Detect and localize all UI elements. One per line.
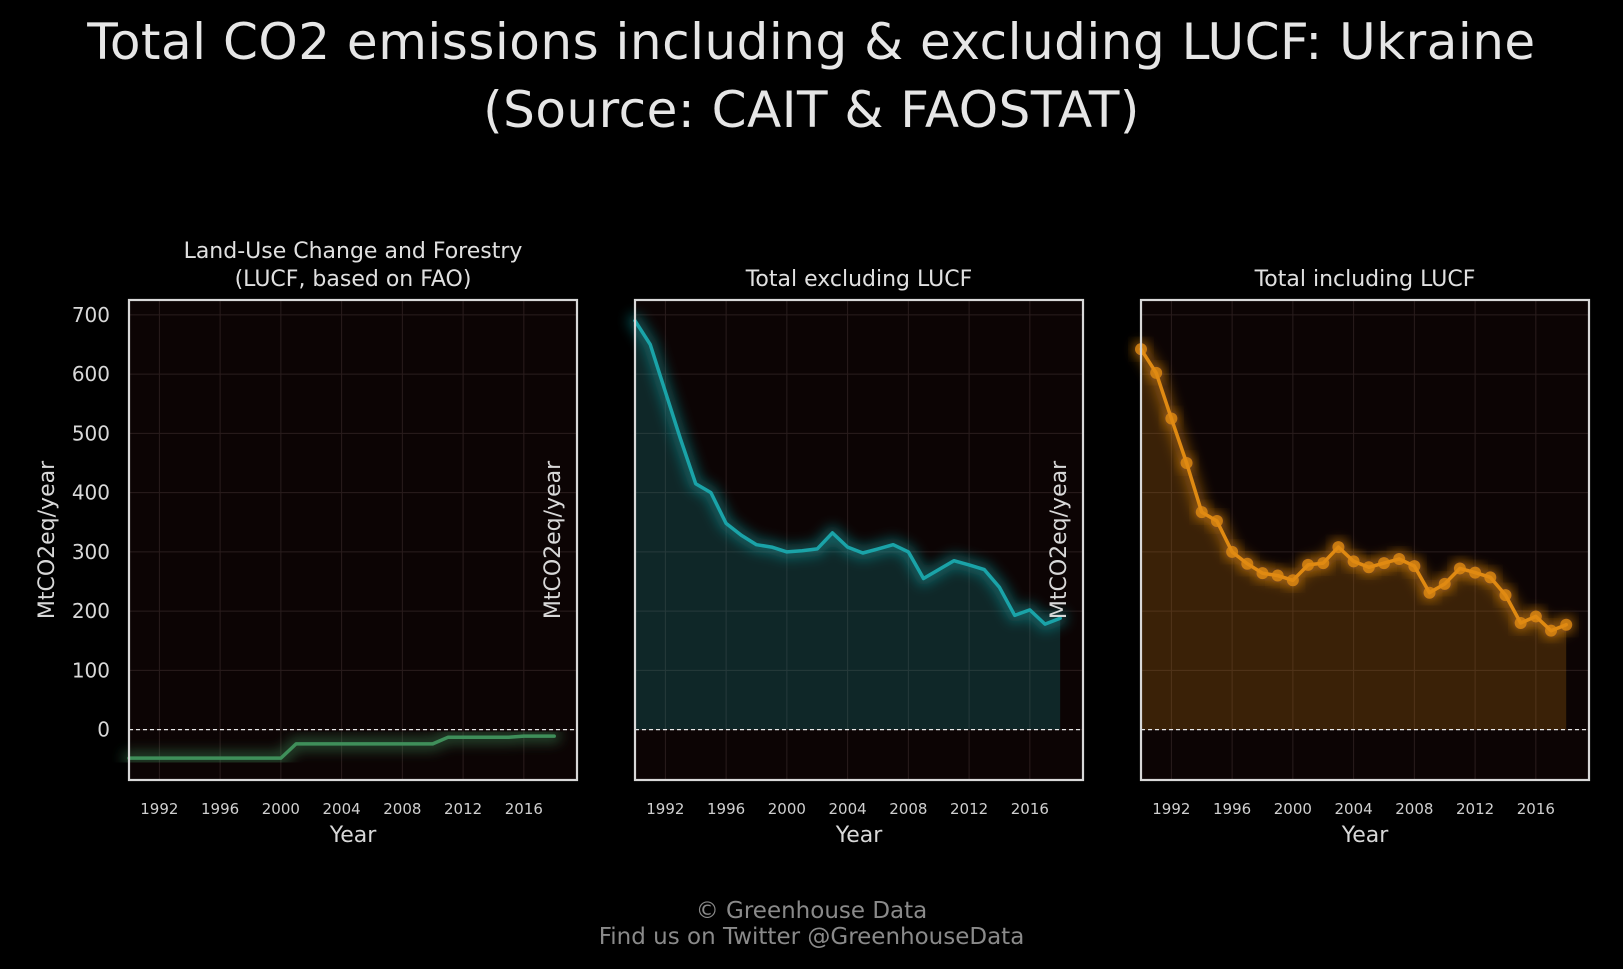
data-point bbox=[1256, 567, 1269, 580]
data-point bbox=[1165, 412, 1178, 425]
data-point bbox=[1302, 558, 1315, 571]
series-area bbox=[635, 320, 1061, 730]
series-area bbox=[1141, 349, 1567, 730]
data-point bbox=[1332, 541, 1345, 554]
x-tick-label: 2000 bbox=[1274, 800, 1312, 818]
x-tick-label: 1992 bbox=[646, 800, 684, 818]
y-axis-label: MtCO2eq/year bbox=[1047, 460, 1072, 619]
data-point bbox=[1499, 589, 1512, 602]
main-title: Total CO2 emissions including & excludin… bbox=[0, 8, 1623, 144]
x-tick-label: 2000 bbox=[768, 800, 806, 818]
x-tick-label: 2016 bbox=[1011, 800, 1049, 818]
plot-frame bbox=[127, 298, 579, 782]
data-point bbox=[1195, 506, 1208, 519]
panel-title: Total including LUCF bbox=[1254, 267, 1476, 292]
plot-frame bbox=[633, 298, 1085, 782]
series-line bbox=[633, 318, 1062, 626]
x-axis-label: Year bbox=[1341, 823, 1390, 848]
series-line bbox=[127, 734, 556, 760]
x-tick-label: 1992 bbox=[1152, 800, 1190, 818]
main-title-line1: Total CO2 emissions including & excludin… bbox=[87, 13, 1536, 71]
x-tick-label: 2016 bbox=[1517, 800, 1555, 818]
data-point bbox=[1438, 577, 1451, 590]
x-tick-label: 2012 bbox=[444, 800, 482, 818]
data-point bbox=[1469, 566, 1482, 579]
data-point bbox=[1529, 610, 1542, 623]
chart-panel-1: 1992 1996 2000 2004 2008 2012 2016 0 100 200 300 40… bbox=[35, 239, 579, 848]
x-tick-label: 2000 bbox=[262, 800, 300, 818]
y-axis-label: MtCO2eq/year bbox=[35, 460, 60, 619]
data-point bbox=[1241, 557, 1254, 570]
data-point bbox=[1226, 545, 1239, 558]
x-tick-label: 1996 bbox=[707, 800, 745, 818]
data-point bbox=[1210, 515, 1223, 528]
y-tick-label: 500 bbox=[72, 421, 110, 445]
data-point bbox=[1362, 561, 1375, 574]
x-tick-label: 2004 bbox=[829, 800, 867, 818]
x-tick-label: 2008 bbox=[383, 800, 421, 818]
x-tick-label: 2008 bbox=[1395, 800, 1433, 818]
y-tick-label: 300 bbox=[72, 540, 110, 564]
data-point bbox=[1484, 571, 1497, 584]
data-point bbox=[1150, 366, 1163, 379]
data-point bbox=[1560, 618, 1573, 631]
footer-copyright: © Greenhouse Data bbox=[695, 898, 928, 924]
data-point bbox=[1377, 557, 1390, 570]
data-point bbox=[1317, 557, 1330, 570]
x-tick-label: 2012 bbox=[1456, 800, 1494, 818]
plot-background bbox=[635, 300, 1083, 780]
y-tick-label: 0 bbox=[97, 718, 110, 742]
x-tick-label: 2012 bbox=[950, 800, 988, 818]
plot-background bbox=[1141, 300, 1589, 780]
x-tick-label: 2016 bbox=[505, 800, 543, 818]
plot-background bbox=[129, 300, 577, 780]
chart-panel-2: 1992 1996 2000 2004 2008 2012 2016 Year MtCO2eq/… bbox=[541, 267, 1085, 848]
y-axis-label: MtCO2eq/year bbox=[541, 460, 566, 619]
data-point bbox=[1271, 569, 1284, 582]
main-title-line2: (Source: CAIT & FAOSTAT) bbox=[483, 81, 1140, 139]
panel-title: Total excluding LUCF bbox=[745, 267, 973, 292]
x-tick-label: 2004 bbox=[323, 800, 361, 818]
x-axis-label: Year bbox=[329, 823, 378, 848]
data-point bbox=[1180, 456, 1193, 469]
footer-twitter: Find us on Twitter @GreenhouseData bbox=[598, 924, 1025, 950]
chart-panel-3: 1992 1996 2000 2004 2008 2012 2016 Year MtCO2eq/… bbox=[1047, 267, 1591, 848]
footer: © Greenhouse Data Find us on Twitter @Gr… bbox=[0, 898, 1623, 950]
data-point bbox=[1347, 555, 1360, 568]
y-tick-label: 200 bbox=[72, 599, 110, 623]
data-point bbox=[1423, 586, 1436, 599]
x-axis-label: Year bbox=[835, 823, 884, 848]
x-tick-label: 1992 bbox=[140, 800, 178, 818]
data-point bbox=[1545, 624, 1558, 637]
x-tick-label: 1996 bbox=[201, 800, 239, 818]
panel-title: (LUCF, based on FAO) bbox=[235, 267, 472, 292]
y-tick-label: 100 bbox=[72, 658, 110, 682]
y-tick-label: 600 bbox=[72, 362, 110, 386]
data-point bbox=[1453, 562, 1466, 575]
data-point bbox=[1286, 574, 1299, 587]
y-tick-label: 400 bbox=[72, 481, 110, 505]
x-tick-label: 1996 bbox=[1213, 800, 1251, 818]
data-point bbox=[1393, 552, 1406, 565]
x-tick-label: 2008 bbox=[889, 800, 927, 818]
panel-title: Land-Use Change and Forestry bbox=[184, 239, 523, 264]
y-tick-label: 700 bbox=[72, 303, 110, 327]
plot-frame bbox=[1139, 298, 1591, 782]
data-point bbox=[1514, 616, 1527, 629]
x-tick-label: 2004 bbox=[1335, 800, 1373, 818]
data-point bbox=[1408, 560, 1421, 573]
